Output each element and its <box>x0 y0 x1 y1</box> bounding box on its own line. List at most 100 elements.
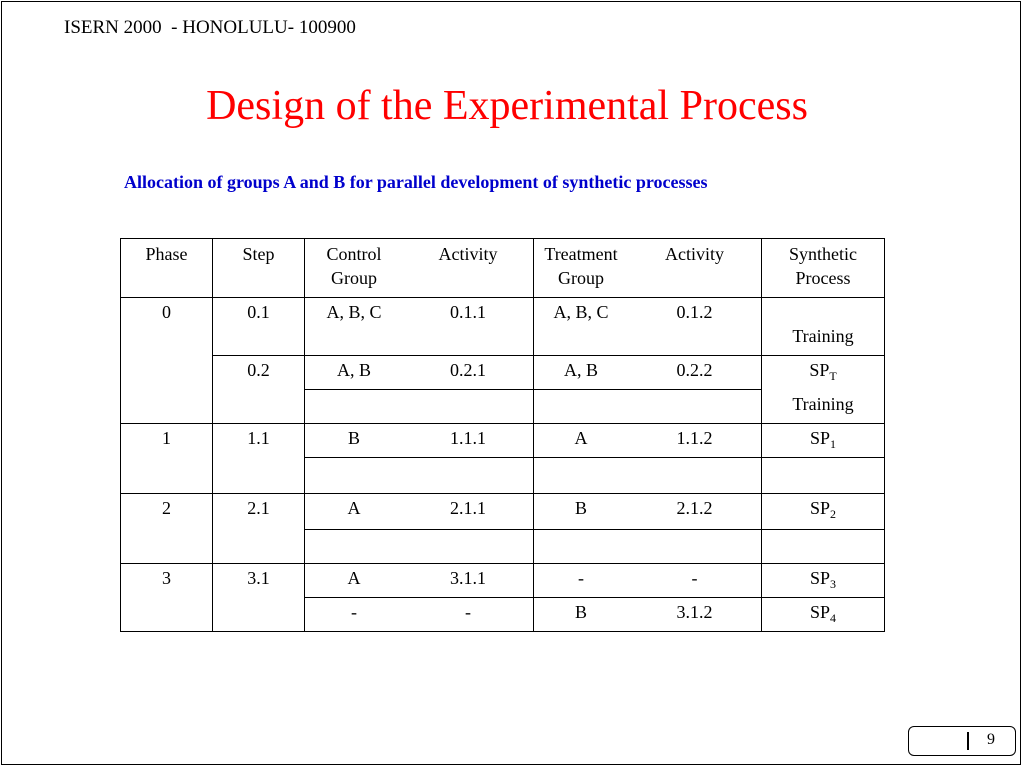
cell-activity-2: 3.1.2 <box>628 597 762 632</box>
cell-control: A, B, C <box>304 297 403 356</box>
cell-empty <box>212 529 305 564</box>
table-row: - - B 3.1.2 SP4 <box>120 597 885 632</box>
cell-synthetic: SP2 <box>761 493 885 530</box>
cell-empty <box>120 529 213 564</box>
cell-treatment: - <box>533 563 628 598</box>
cell-step: 0.1 <box>212 297 305 356</box>
cell-phase: 0 <box>120 297 213 356</box>
cell-phase-empty <box>120 355 213 390</box>
cell-empty <box>761 457 885 494</box>
cell-step: 0.2 <box>212 355 305 390</box>
sp-subscript: 3 <box>830 577 837 591</box>
cell-empty <box>628 389 762 424</box>
cell-control: A <box>304 563 403 598</box>
cell-synthetic-extra: Training <box>761 389 885 424</box>
cell-empty <box>304 389 403 424</box>
cell-empty <box>212 389 305 424</box>
header-control-group-text: Control Group <box>326 244 382 288</box>
cell-control: A, B <box>304 355 403 390</box>
cell-empty <box>533 529 628 564</box>
sp-base: SP <box>809 428 831 448</box>
table-row: 0 0.1 A, B, C 0.1.1 A, B, C 0.1.2 Traini… <box>120 297 885 356</box>
cell-activity-2: 0.1.2 <box>628 297 762 356</box>
cell-empty <box>304 457 403 494</box>
table-row: 3 3.1 A 3.1.1 - - SP3 <box>120 563 885 598</box>
cell-empty <box>403 457 534 494</box>
cell-empty <box>403 529 534 564</box>
header-activity-1: Activity <box>403 238 534 298</box>
header-control-group: Control Group <box>304 238 403 298</box>
cell-activity-1: - <box>403 597 534 632</box>
cell-treatment: B <box>533 597 628 632</box>
sp-base: SP <box>809 360 830 380</box>
sp-subscript: T <box>829 369 837 383</box>
sp-subscript: 1 <box>830 437 837 451</box>
sp-base: SP <box>809 602 831 622</box>
cell-step: 2.1 <box>212 493 305 530</box>
cell-treatment: A, B, C <box>533 297 628 356</box>
sp-subscript: 4 <box>830 611 837 625</box>
cell-empty <box>212 457 305 494</box>
cell-synthetic: SP3 <box>761 563 885 598</box>
cell-activity-2: 2.1.2 <box>628 493 762 530</box>
cell-empty <box>533 389 628 424</box>
cell-synthetic: SPT <box>761 355 885 390</box>
cell-synthetic: SP1 <box>761 423 885 458</box>
cell-treatment: A <box>533 423 628 458</box>
header-activity-2: Activity <box>628 238 762 298</box>
cell-empty <box>628 529 762 564</box>
cell-activity-2: 1.1.2 <box>628 423 762 458</box>
cell-step: 1.1 <box>212 423 305 458</box>
cell-step: 3.1 <box>212 563 305 598</box>
cell-activity-1: 0.2.1 <box>403 355 534 390</box>
cell-activity-1: 3.1.1 <box>403 563 534 598</box>
cell-activity-1: 0.1.1 <box>403 297 534 356</box>
header-step: Step <box>212 238 305 298</box>
table-row: 1 1.1 B 1.1.1 A 1.1.2 SP1 <box>120 423 885 458</box>
cell-control: - <box>304 597 403 632</box>
header-treatment-group-text: Treatment Group <box>544 244 618 288</box>
table-row: 2 2.1 A 2.1.1 B 2.1.2 SP2 <box>120 493 885 530</box>
slide-header: ISERN 2000 - HONOLULU- 100900 <box>64 17 356 38</box>
cell-treatment: A, B <box>533 355 628 390</box>
cell-empty <box>120 457 213 494</box>
header-synthetic-process: Synthetic Process <box>761 238 885 298</box>
cell-empty <box>761 529 885 564</box>
table-row: 0.2 A, B 0.2.1 A, B 0.2.2 SPT <box>120 355 885 390</box>
slide-title: Design of the Experimental Process <box>206 83 808 129</box>
sp-base: SP <box>809 498 831 518</box>
header-phase: Phase <box>120 238 213 298</box>
cell-empty <box>212 597 305 632</box>
page-number: 9 <box>987 731 995 748</box>
table-row <box>120 529 885 564</box>
allocation-table: Phase Step Control Group Activity Treatm… <box>120 238 885 632</box>
cell-control: A <box>304 493 403 530</box>
table-row: Training <box>120 389 885 424</box>
header-treatment-group: Treatment Group <box>533 238 628 298</box>
cell-activity-2: 0.2.2 <box>628 355 762 390</box>
page-box-divider <box>967 732 969 750</box>
sp-base: SP <box>809 568 831 588</box>
cell-phase: 3 <box>120 563 213 598</box>
page-number-box: 9 <box>908 726 1016 756</box>
sp-subscript: 2 <box>830 507 837 521</box>
cell-treatment: B <box>533 493 628 530</box>
cell-empty <box>120 389 213 424</box>
header-synthetic-process-text: Synthetic Process <box>789 244 857 288</box>
cell-synthetic: SP4 <box>761 597 885 632</box>
table-header-row: Phase Step Control Group Activity Treatm… <box>120 238 885 298</box>
cell-phase: 1 <box>120 423 213 458</box>
slide-subtitle: Allocation of groups A and B for paralle… <box>124 172 708 192</box>
table-row <box>120 457 885 494</box>
cell-empty <box>533 457 628 494</box>
cell-empty <box>628 457 762 494</box>
cell-synthetic: Training <box>761 297 885 356</box>
cell-activity-1: 1.1.1 <box>403 423 534 458</box>
cell-empty <box>403 389 534 424</box>
cell-activity-1: 2.1.1 <box>403 493 534 530</box>
cell-empty <box>304 529 403 564</box>
cell-activity-2: - <box>628 563 762 598</box>
cell-empty <box>120 597 213 632</box>
cell-control: B <box>304 423 403 458</box>
